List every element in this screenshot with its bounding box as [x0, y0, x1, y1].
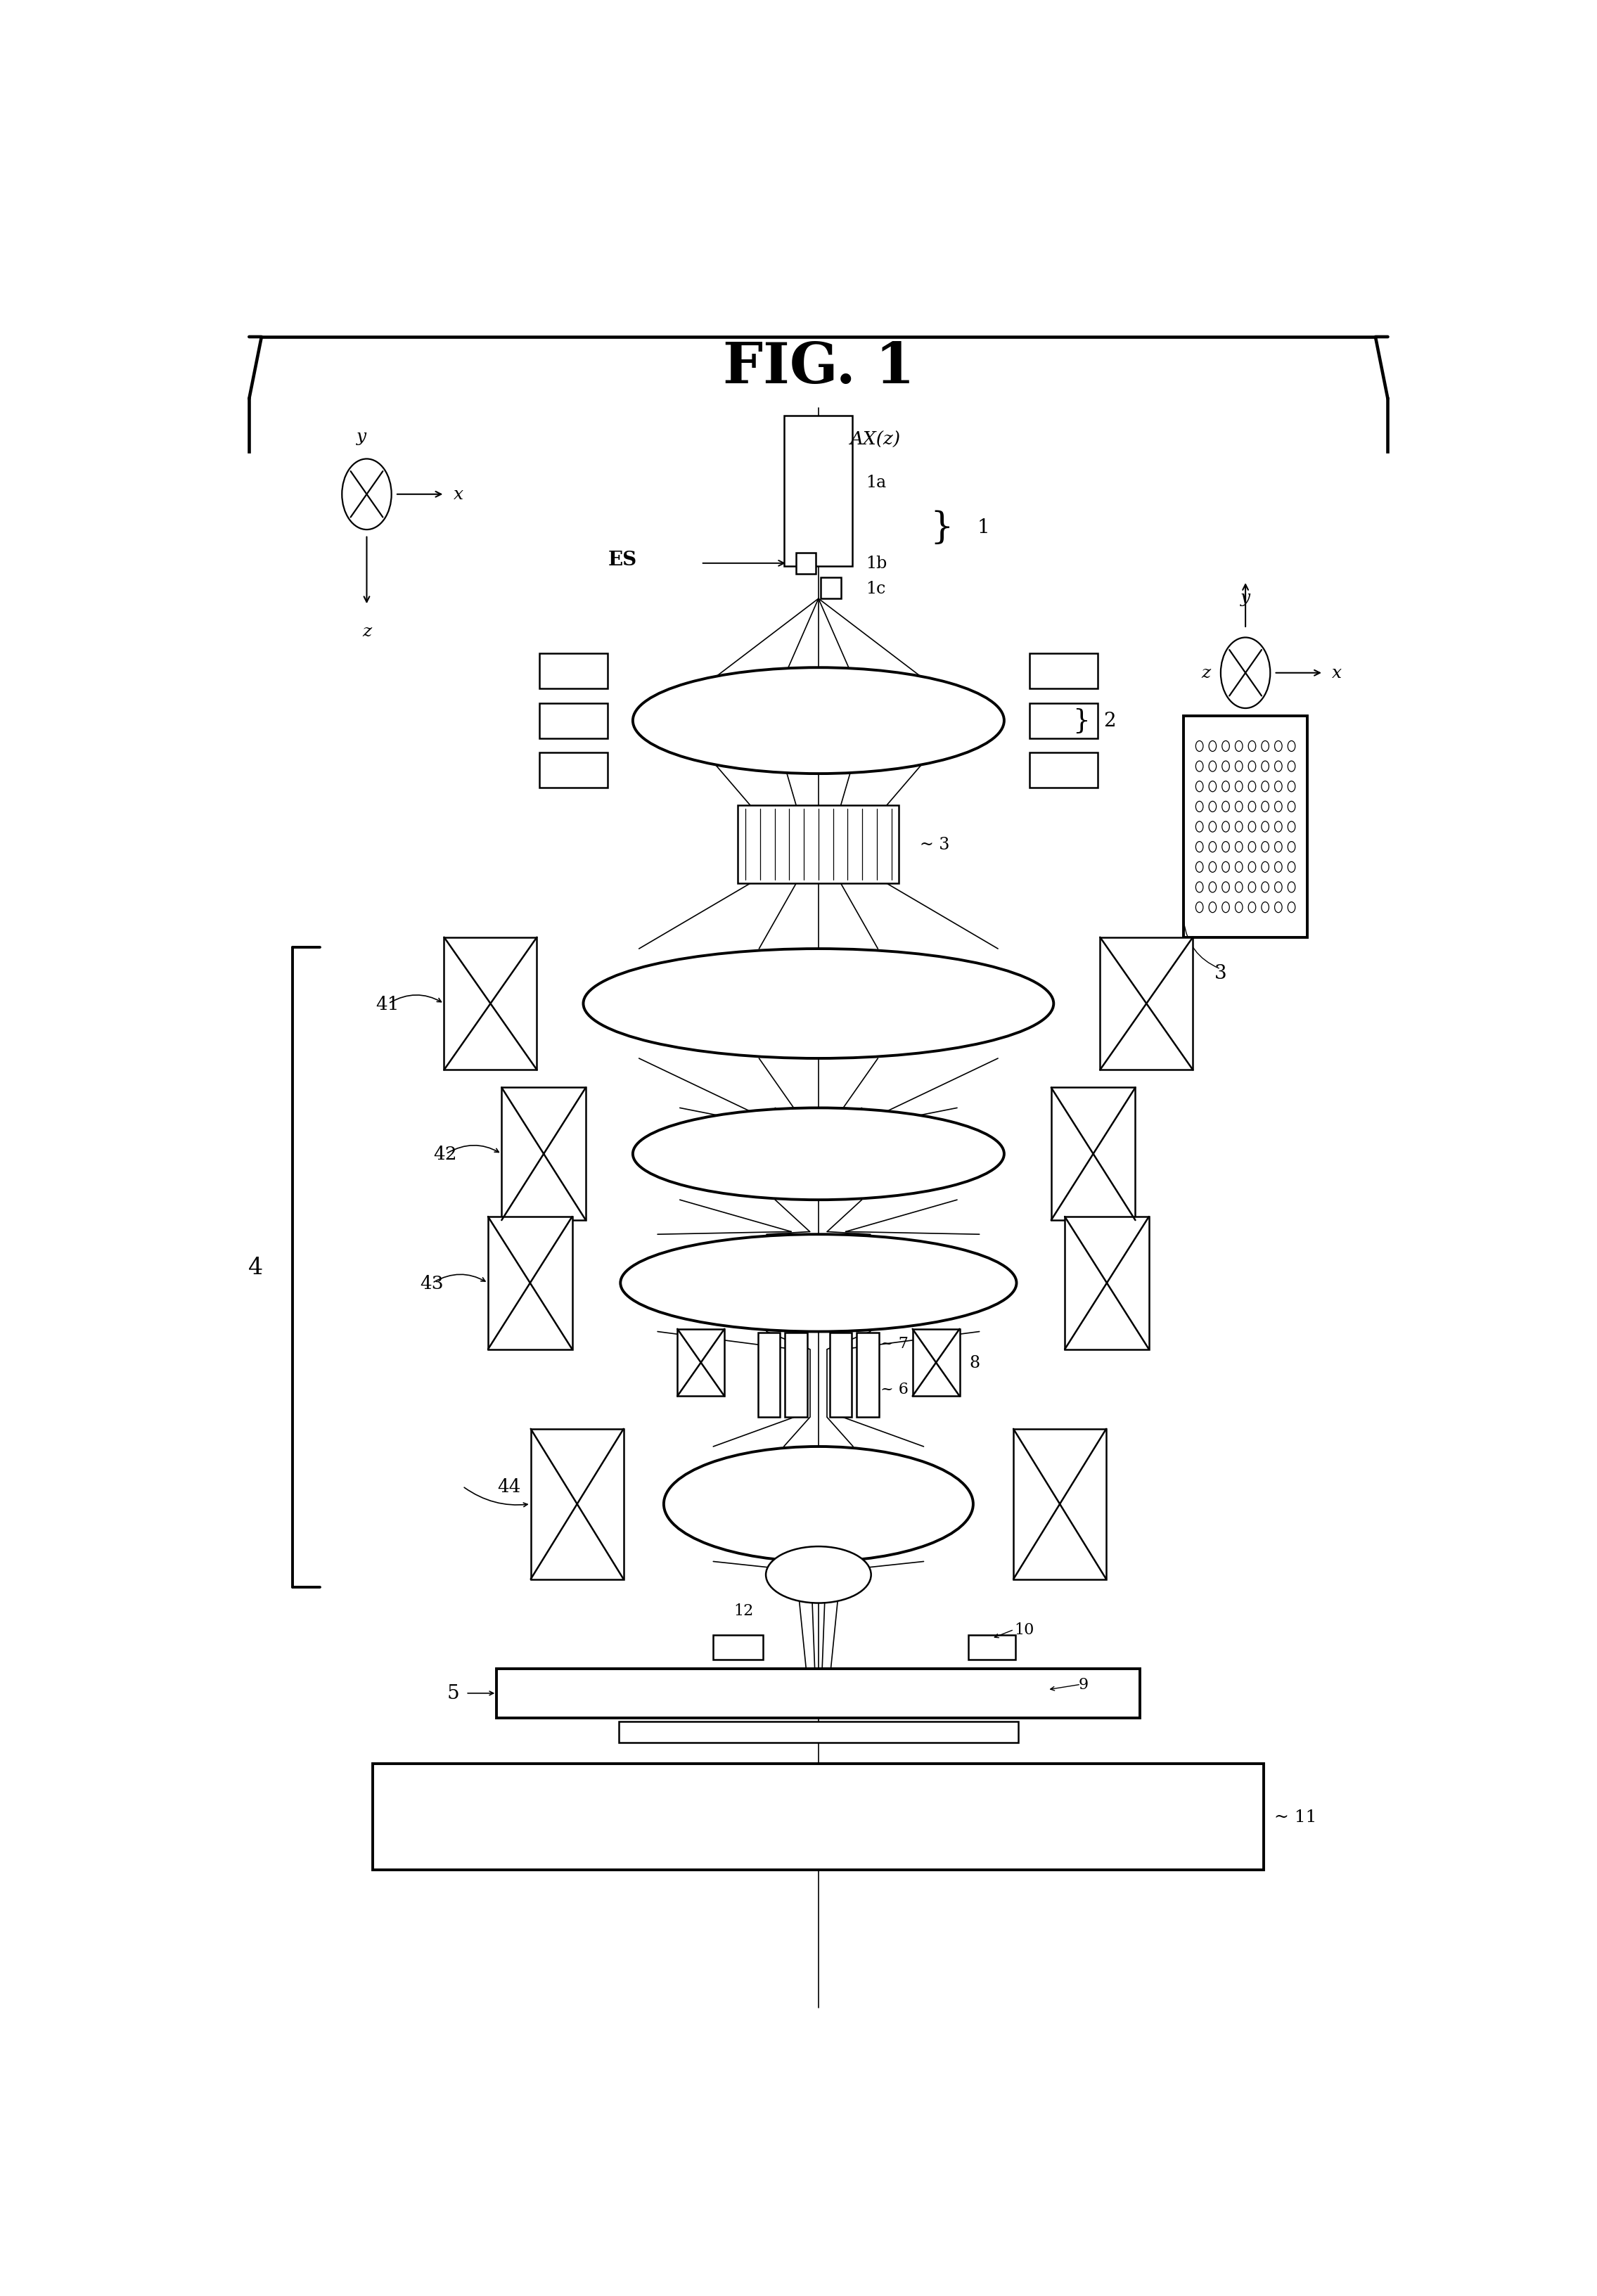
Bar: [620, 1722, 1017, 1743]
Bar: [1030, 654, 1097, 689]
Text: 12: 12: [733, 1603, 754, 1619]
Ellipse shape: [620, 1235, 1017, 1332]
Text: 5: 5: [447, 1683, 460, 1704]
Bar: [1183, 716, 1308, 937]
Bar: [1014, 1428, 1107, 1580]
Bar: [1065, 1217, 1148, 1350]
Bar: [912, 1329, 960, 1396]
Text: z: z: [1201, 666, 1211, 682]
Text: 42: 42: [433, 1146, 457, 1164]
Bar: [489, 1217, 572, 1350]
Text: ES: ES: [608, 551, 637, 569]
Text: z: z: [363, 625, 372, 641]
Text: y: y: [356, 429, 367, 445]
Text: 1a: 1a: [866, 475, 886, 491]
Text: 4: 4: [248, 1256, 264, 1279]
Text: 41: 41: [375, 994, 399, 1013]
Bar: [714, 1635, 763, 1660]
Text: ~ 3: ~ 3: [920, 836, 950, 852]
Bar: [784, 416, 853, 567]
Text: 10: 10: [1014, 1621, 1033, 1637]
Ellipse shape: [632, 668, 1005, 774]
Bar: [497, 1669, 1140, 1717]
Bar: [968, 1635, 1016, 1660]
Text: }: }: [929, 510, 953, 546]
Text: 3: 3: [1214, 964, 1226, 983]
Bar: [501, 1088, 586, 1221]
Text: x: x: [454, 487, 463, 503]
Text: 2: 2: [1104, 712, 1116, 730]
Text: AX(z): AX(z): [850, 432, 901, 448]
Bar: [1100, 937, 1193, 1070]
Text: y: y: [1241, 590, 1250, 606]
Text: 1b: 1b: [866, 556, 886, 572]
Bar: [1030, 753, 1097, 788]
Bar: [444, 937, 537, 1070]
Text: 8: 8: [969, 1355, 981, 1371]
Bar: [786, 1332, 808, 1417]
Bar: [677, 1329, 725, 1396]
Bar: [372, 1763, 1265, 1871]
Bar: [1030, 703, 1097, 739]
Text: FIG. 1: FIG. 1: [722, 340, 915, 395]
Ellipse shape: [767, 1548, 870, 1603]
Bar: [858, 1332, 878, 1417]
Text: 44: 44: [497, 1479, 521, 1495]
Bar: [1051, 1088, 1135, 1221]
Text: }: }: [1072, 707, 1089, 735]
Bar: [821, 579, 840, 599]
Text: x: x: [1332, 666, 1341, 682]
Text: 1: 1: [977, 519, 990, 537]
Text: 1c: 1c: [866, 581, 885, 597]
Ellipse shape: [664, 1446, 973, 1561]
Text: 9: 9: [1078, 1676, 1088, 1692]
Bar: [540, 654, 607, 689]
Ellipse shape: [632, 1109, 1005, 1201]
Bar: [738, 806, 899, 884]
Bar: [540, 753, 607, 788]
Text: ~ 7: ~ 7: [880, 1336, 909, 1350]
Text: ~ 6: ~ 6: [880, 1382, 909, 1396]
Text: 43: 43: [420, 1274, 444, 1293]
Text: ~ 11: ~ 11: [1274, 1809, 1316, 1825]
Bar: [829, 1332, 851, 1417]
Bar: [759, 1332, 779, 1417]
Bar: [797, 553, 816, 574]
Bar: [530, 1428, 623, 1580]
Ellipse shape: [583, 948, 1054, 1058]
Bar: [540, 703, 607, 739]
